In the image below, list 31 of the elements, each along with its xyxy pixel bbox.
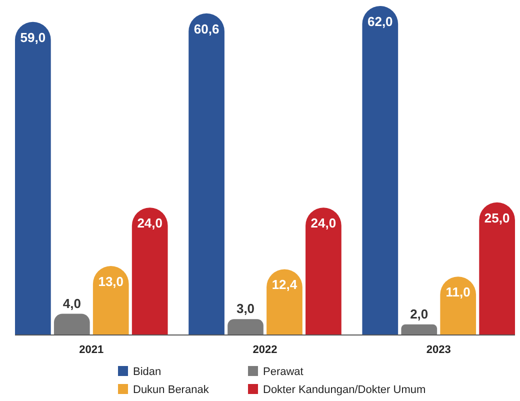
- data-label: 13,0: [98, 274, 124, 290]
- bar: [228, 319, 264, 335]
- data-label: 11,0: [446, 284, 470, 300]
- data-label: 2,0: [410, 306, 428, 322]
- bar: [92, 266, 129, 335]
- data-label: 24,0: [137, 216, 163, 231]
- bar: [362, 6, 398, 335]
- bar: [188, 13, 224, 335]
- legend-label: Dukun Beranak: [133, 384, 210, 396]
- x-tick-label: 2023: [426, 344, 451, 356]
- data-label: 12,4: [272, 277, 298, 292]
- legend-label: Dokter Kandungan/Dokter Umum: [263, 384, 426, 396]
- data-label: 60,6: [194, 21, 220, 36]
- bar: [266, 269, 302, 335]
- x-tick-label: 2021: [79, 344, 104, 356]
- legend-label: Bidan: [133, 366, 162, 378]
- bar: [401, 324, 438, 335]
- data-label: 59,0: [20, 30, 46, 45]
- data-label: 25,0: [484, 210, 510, 226]
- data-label: 3,0: [236, 301, 255, 316]
- x-tick-label: 2022: [252, 344, 278, 356]
- data-label: 4,0: [62, 296, 81, 311]
- bar: [306, 208, 342, 335]
- bar: [479, 202, 515, 335]
- data-label: 62,0: [367, 14, 393, 29]
- legend-label: Perawat: [263, 366, 304, 378]
- data-label: 24,0: [310, 216, 336, 231]
- bar: [54, 314, 90, 335]
- bar: [132, 208, 168, 335]
- bar: [15, 22, 51, 335]
- bar: [440, 276, 476, 335]
